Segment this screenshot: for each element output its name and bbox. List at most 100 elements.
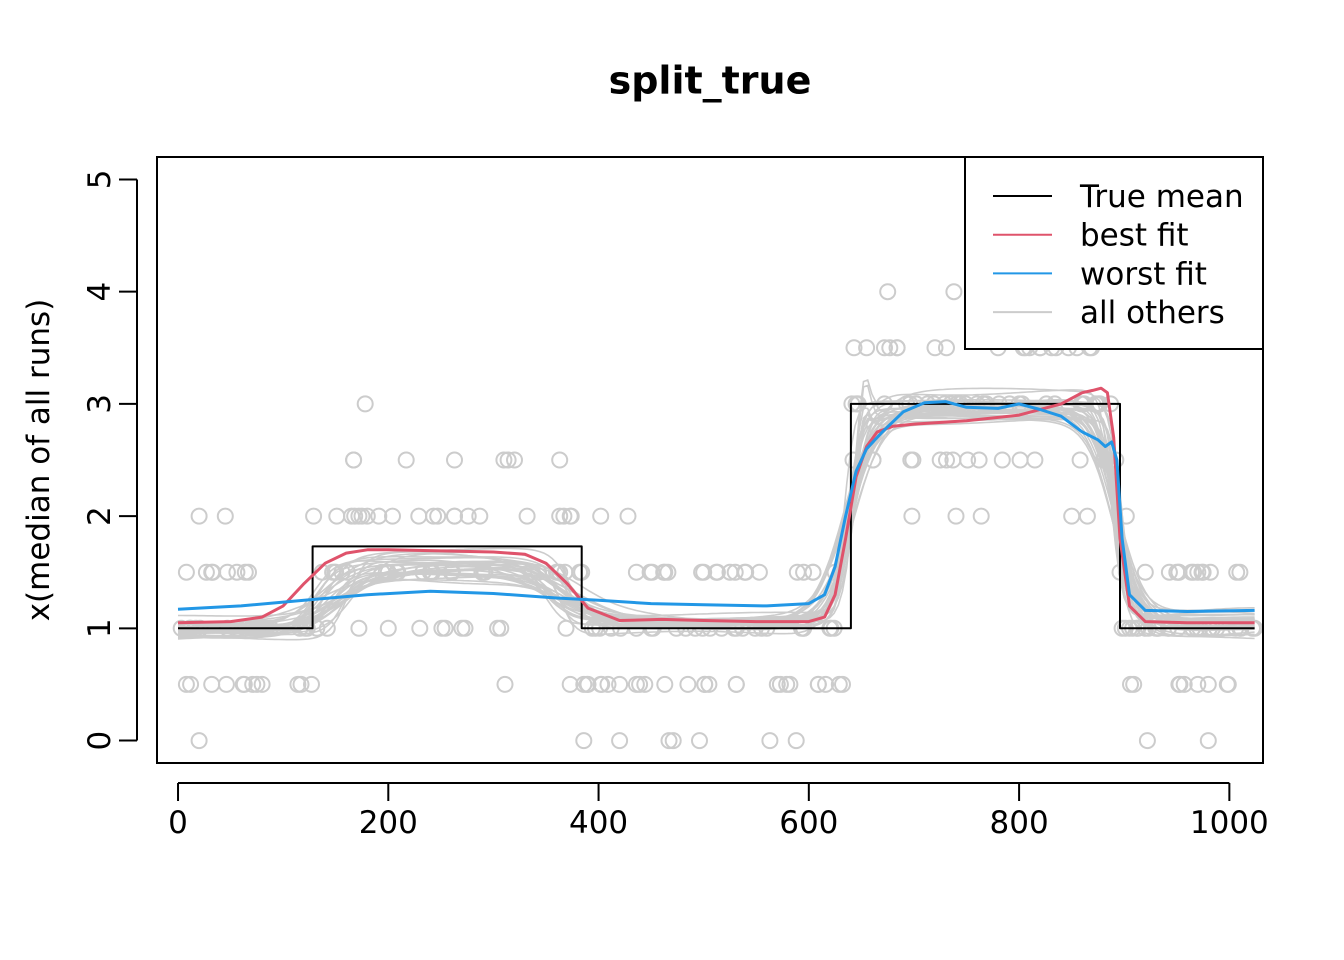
x-tick-label: 0 bbox=[168, 805, 188, 841]
observed-point bbox=[876, 339, 893, 357]
plot-frame bbox=[156, 156, 1264, 764]
observed-point bbox=[834, 675, 851, 693]
observed-point bbox=[443, 563, 461, 581]
fit-lines bbox=[177, 386, 1255, 630]
observed-point bbox=[864, 451, 882, 469]
observed-point bbox=[611, 675, 629, 693]
observed-point bbox=[579, 675, 597, 693]
observed-point bbox=[177, 563, 195, 581]
observed-point bbox=[499, 451, 517, 469]
observed-point bbox=[471, 507, 489, 525]
observed-point bbox=[384, 507, 401, 525]
observed-point bbox=[970, 451, 988, 469]
observed-point bbox=[931, 451, 949, 469]
x-tick-label: 800 bbox=[990, 805, 1049, 841]
observed-point bbox=[795, 563, 813, 581]
observed-point bbox=[333, 563, 351, 581]
legend-box bbox=[964, 156, 1264, 350]
observed-point bbox=[356, 395, 374, 413]
observed-point bbox=[636, 675, 654, 693]
observed-point bbox=[551, 451, 569, 469]
observed-point bbox=[778, 675, 796, 693]
observed-point bbox=[421, 563, 439, 581]
observed-point bbox=[1218, 675, 1236, 693]
observed-point bbox=[182, 675, 200, 693]
observed-point bbox=[557, 619, 575, 637]
x-tick-label: 600 bbox=[779, 805, 838, 841]
observed-point bbox=[411, 619, 429, 637]
observed-point bbox=[397, 451, 415, 469]
observed-point bbox=[379, 619, 397, 637]
observed-point bbox=[1138, 732, 1156, 750]
observed-point bbox=[425, 507, 442, 525]
observed-point bbox=[1160, 563, 1178, 581]
observed-point bbox=[410, 507, 428, 525]
x-tick-label: 1000 bbox=[1190, 805, 1269, 841]
observed-point bbox=[518, 507, 536, 525]
legend-label-worst-fit: worst fit bbox=[1080, 256, 1207, 292]
observed-point bbox=[253, 675, 271, 693]
observed-point bbox=[197, 563, 215, 581]
observed-point bbox=[1193, 563, 1211, 581]
observed-point bbox=[938, 339, 955, 357]
observed-point bbox=[1094, 451, 1112, 469]
observed-point bbox=[522, 563, 540, 581]
x-axis: 0 200 400 600 800 1000 bbox=[168, 782, 1269, 841]
observed-point bbox=[305, 507, 323, 525]
y-tick-label: 5 bbox=[82, 170, 118, 190]
observed-point bbox=[700, 675, 718, 693]
observed-point bbox=[1185, 563, 1203, 581]
observed-point bbox=[235, 675, 253, 693]
observed-point bbox=[656, 675, 674, 693]
observed-point bbox=[707, 563, 725, 581]
observed-point bbox=[664, 732, 682, 750]
observed-point bbox=[370, 507, 388, 525]
observed-point bbox=[938, 451, 955, 469]
observed-point bbox=[459, 507, 477, 525]
observed-point bbox=[429, 507, 447, 525]
observed-point bbox=[326, 563, 344, 581]
observed-point bbox=[1125, 675, 1143, 693]
observed-point bbox=[879, 283, 897, 301]
observed-point bbox=[244, 675, 262, 693]
observed-point bbox=[736, 563, 754, 581]
observed-point bbox=[696, 675, 714, 693]
observed-points bbox=[172, 283, 1264, 750]
observed-point bbox=[1189, 563, 1207, 581]
observed-point bbox=[436, 619, 454, 637]
observed-point bbox=[343, 507, 360, 525]
observed-point bbox=[611, 732, 629, 750]
observed-point bbox=[771, 675, 789, 693]
observed-point bbox=[1175, 675, 1193, 693]
observed-point bbox=[881, 339, 899, 357]
observed-point bbox=[303, 675, 320, 693]
observed-point bbox=[328, 507, 346, 525]
observed-point bbox=[945, 283, 963, 301]
observed-point bbox=[599, 675, 617, 693]
worst-fit-line bbox=[177, 400, 1255, 613]
observed-point bbox=[492, 619, 510, 637]
observed-point bbox=[1170, 675, 1188, 693]
observed-point bbox=[203, 675, 221, 693]
y-axis-label: x(median of all runs) bbox=[21, 299, 57, 622]
observed-point bbox=[414, 563, 432, 581]
observed-point bbox=[643, 563, 661, 581]
observed-point bbox=[1011, 451, 1029, 469]
observed-point bbox=[761, 732, 779, 750]
y-tick-label: 3 bbox=[82, 394, 118, 414]
observed-point bbox=[1078, 507, 1096, 525]
observed-point bbox=[248, 675, 266, 693]
y-axis: 0 1 2 3 4 5 bbox=[82, 170, 138, 750]
observed-point bbox=[289, 675, 307, 693]
observed-point bbox=[345, 451, 363, 469]
observed-point bbox=[446, 451, 463, 469]
observed-point bbox=[218, 563, 236, 581]
observed-point bbox=[788, 563, 806, 581]
observed-point bbox=[496, 675, 514, 693]
observed-point bbox=[475, 563, 493, 581]
observed-point bbox=[190, 507, 208, 525]
observed-point bbox=[619, 507, 637, 525]
observed-point bbox=[203, 563, 221, 581]
